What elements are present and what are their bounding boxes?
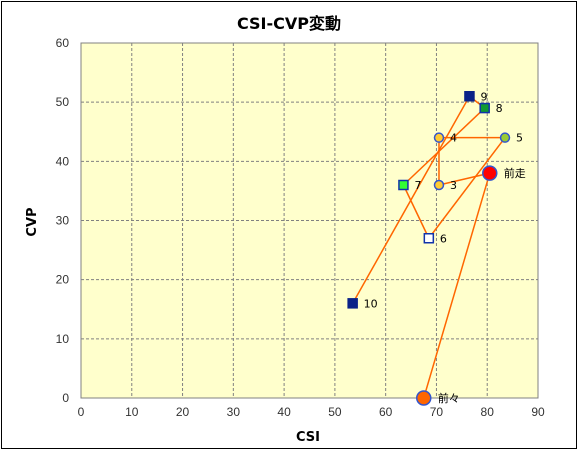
point-labels: 前々 前走 3 4 5 6 7 89 10 [364, 90, 526, 405]
y-axis-ticks: 0 10 20 30 40 50 60 [56, 36, 70, 405]
grid-lines [81, 43, 538, 398]
data-point [482, 165, 498, 181]
plot-border [80, 42, 539, 399]
data-point [423, 233, 435, 244]
trajectory-segment [402, 107, 486, 186]
point-label: 7 [414, 179, 421, 192]
point-label: 5 [516, 132, 523, 145]
x-tick-label: 30 [227, 405, 241, 419]
point-label: 前々 [438, 391, 460, 405]
point-label: 3 [450, 179, 457, 192]
x-tick-label: 10 [125, 405, 139, 419]
data-point [464, 91, 475, 102]
y-tick-label: 60 [56, 36, 70, 50]
data-point [479, 102, 490, 114]
point-label: 前走 [504, 166, 526, 180]
point-label: 6 [440, 232, 447, 245]
trajectory-segment [352, 95, 471, 304]
trajectory-segment [438, 172, 490, 186]
y-tick-label: 10 [56, 332, 70, 346]
trajectory-segment [428, 137, 506, 239]
x-tick-label: 90 [531, 405, 545, 419]
chart-title: CSI-CVP変動 [237, 14, 341, 33]
data-point [416, 390, 432, 406]
data-point [433, 179, 445, 191]
data-point [433, 132, 445, 143]
y-tick-label: 50 [56, 95, 70, 109]
x-tick-label: 80 [481, 405, 495, 419]
y-axis-label: CVP [25, 207, 40, 236]
data-point [398, 179, 409, 191]
y-tick-label: 30 [56, 214, 70, 228]
y-tick-label: 20 [56, 273, 70, 287]
trajectory-segment [423, 172, 491, 399]
x-tick-label: 40 [277, 405, 291, 419]
point-label: 10 [364, 297, 378, 310]
y-tick-label: 40 [56, 154, 70, 168]
point-label: 4 [450, 132, 457, 145]
x-tick-label: 0 [78, 405, 85, 419]
x-tick-label: 20 [176, 405, 190, 419]
y-tick-label: 0 [62, 391, 69, 405]
data-markers [347, 91, 511, 406]
x-axis-label: CSI [296, 430, 320, 445]
x-tick-label: 50 [328, 405, 342, 419]
point-label: 8 [496, 102, 503, 115]
x-tick-label: 60 [379, 405, 393, 419]
trajectory-segment [402, 184, 430, 239]
point-label: 9 [480, 90, 487, 103]
x-axis-ticks: 0 10 20 30 40 50 60 70 80 90 [78, 405, 545, 419]
data-point [499, 132, 511, 143]
data-point [347, 298, 358, 309]
x-tick-label: 70 [430, 405, 444, 419]
